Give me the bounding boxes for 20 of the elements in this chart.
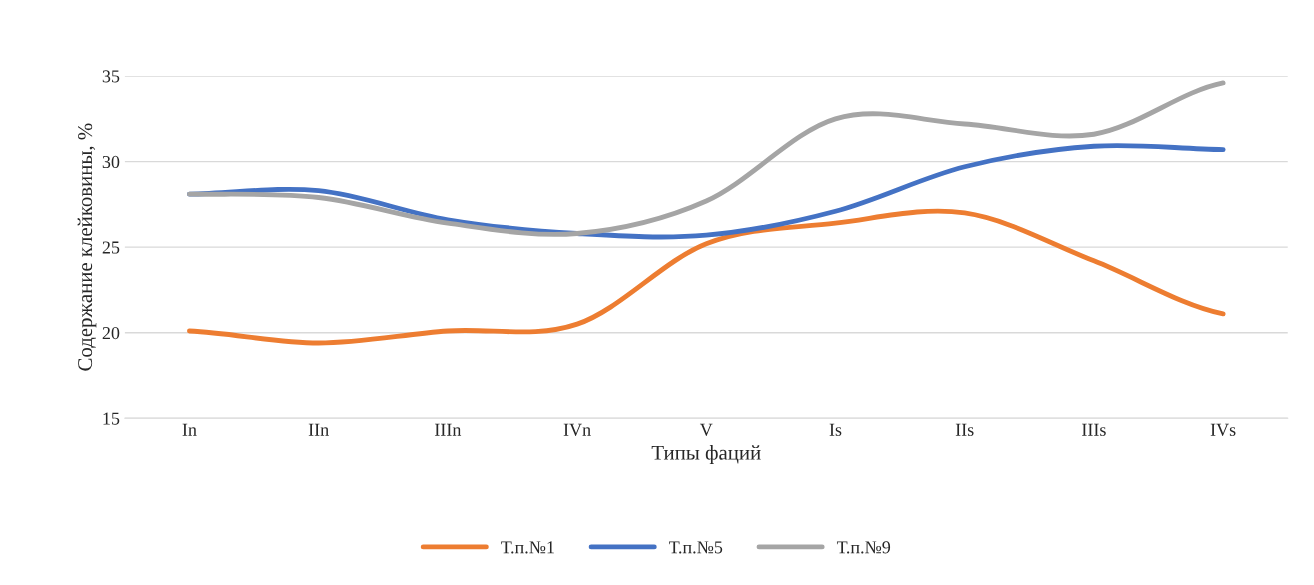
x-tick-label: Is <box>829 423 842 436</box>
x-tick-label: IIs <box>955 423 974 436</box>
x-tick-label: IIIn <box>434 423 462 436</box>
y-tick-label: 25 <box>102 241 120 254</box>
line-series <box>187 80 1226 237</box>
y-tick-label: 20 <box>102 326 120 340</box>
x-tick-label: IVn <box>563 423 591 436</box>
x-axis-title: Типы фаций <box>651 445 761 464</box>
x-tick-label: V <box>699 423 713 436</box>
y-tick-label: 30 <box>102 155 120 169</box>
x-tick-label: IVs <box>1210 423 1236 436</box>
y-axis-title: Содержание клейковины, % <box>77 123 97 371</box>
y-tick-label: 35 <box>102 70 120 83</box>
legend-label: Т.п.№1 <box>501 541 554 554</box>
legend-label: Т.п.№9 <box>836 541 891 554</box>
x-tick-label: In <box>182 423 197 436</box>
y-tick-label: 15 <box>103 412 120 425</box>
legend-label: Т.п.№5 <box>669 541 723 554</box>
x-tick-label: IIn <box>308 423 329 436</box>
x-tick-label: IIIs <box>1082 423 1106 436</box>
